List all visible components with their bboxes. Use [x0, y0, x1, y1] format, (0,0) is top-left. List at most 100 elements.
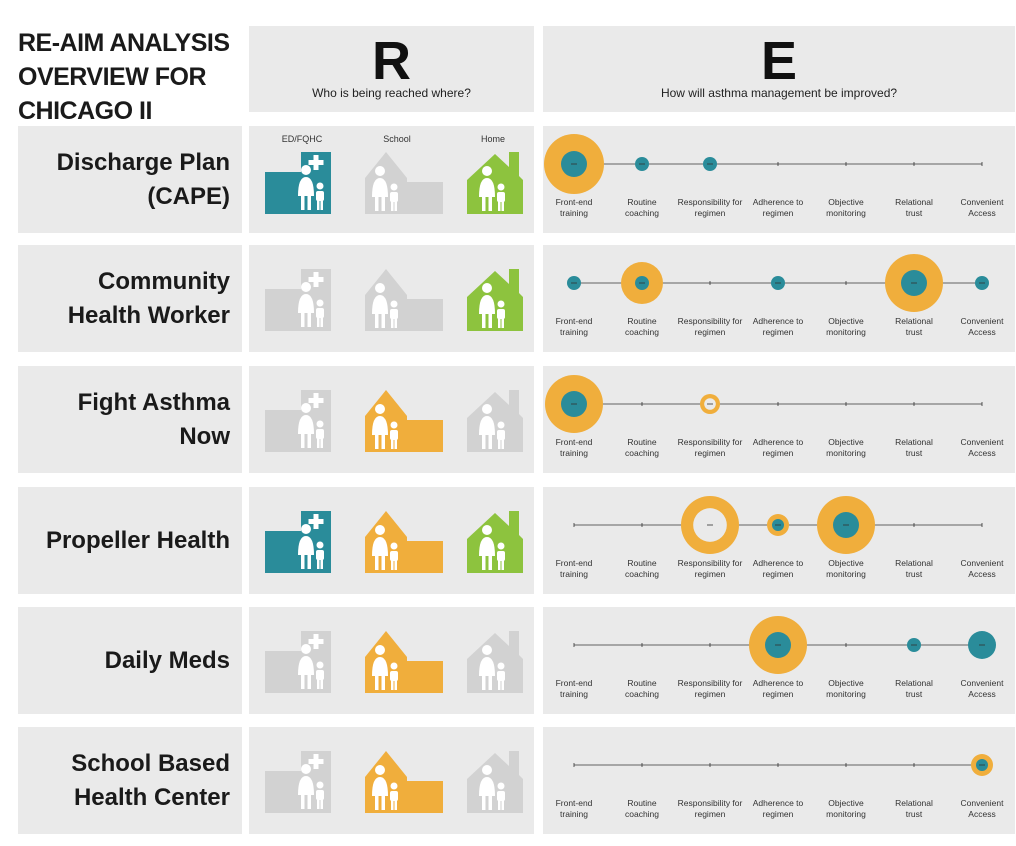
child-leg: [391, 439, 394, 449]
child-leg: [501, 560, 504, 570]
adult-leg: [375, 795, 379, 810]
adult-head: [375, 283, 385, 293]
factor-label: training: [560, 448, 588, 458]
reach-location: [465, 509, 527, 584]
adult-head: [482, 283, 492, 293]
school-icon: [365, 631, 443, 693]
factor-label: regimen: [695, 448, 726, 458]
adult-head: [375, 645, 385, 655]
child-head: [390, 662, 398, 670]
people-figures: [298, 403, 324, 448]
people-figures: [479, 166, 505, 211]
adult-body: [479, 295, 495, 314]
reach-location: [465, 629, 527, 704]
child-body: [497, 430, 505, 440]
program-label-cell: Community Health Worker: [18, 245, 242, 352]
factor-label: Routine: [627, 558, 657, 568]
factor-label: coaching: [625, 448, 659, 458]
adult-leg: [307, 312, 311, 327]
adult-head: [375, 765, 385, 775]
people-figures: [372, 166, 398, 211]
factor-label: regimen: [695, 327, 726, 337]
child-leg: [501, 439, 504, 449]
people-figures: [298, 644, 324, 689]
child-leg: [394, 680, 397, 690]
child-leg: [317, 799, 320, 809]
child-leg: [320, 559, 323, 569]
factor-label: Front-end: [556, 197, 593, 207]
reach-location: [265, 749, 335, 824]
factor-label: trust: [906, 809, 923, 819]
program-row: Propeller Health Front-end training Routine…: [0, 487, 1016, 594]
house-icon: [467, 751, 523, 813]
adult-leg: [381, 675, 385, 690]
factor-label: Objective: [828, 558, 864, 568]
factor-label: trust: [906, 689, 923, 699]
factor-label: Relational: [895, 558, 933, 568]
factor-label: trust: [906, 327, 923, 337]
reach-location: [265, 629, 335, 704]
hospital-icon: [265, 511, 331, 573]
child-body: [316, 191, 324, 201]
reach-location: [363, 150, 445, 225]
people-figures: [372, 283, 398, 328]
adult-head: [375, 166, 385, 176]
factor-label: Convenient: [960, 798, 1004, 808]
factor-label: monitoring: [826, 448, 866, 458]
effect-question: How will asthma management be improved?: [660, 86, 898, 100]
factor-label: Responsibility for: [678, 798, 743, 808]
program-name: Fight Asthma Now: [77, 388, 230, 450]
factor-label: Access: [968, 689, 995, 699]
factor-label: Access: [968, 809, 995, 819]
school-icon: [365, 390, 443, 452]
child-head: [390, 782, 398, 790]
adult-head: [482, 404, 492, 414]
factor-label: Routine: [627, 197, 657, 207]
program-row: Fight Asthma Now Front-end training Routine…: [0, 366, 1016, 473]
reach-header: R Who is being reached where?: [249, 26, 534, 112]
child-head: [316, 182, 324, 190]
program-label-cell: Fight Asthma Now: [18, 366, 242, 473]
adult-head: [482, 645, 492, 655]
adult-head: [375, 404, 385, 414]
adult-leg: [482, 795, 486, 810]
child-leg: [498, 560, 501, 570]
adult-body: [479, 416, 495, 435]
program-name: Propeller Health: [45, 526, 230, 554]
child-leg: [498, 800, 501, 810]
people-figures: [479, 765, 505, 810]
factor-label: Routine: [627, 678, 657, 688]
child-leg: [501, 680, 504, 690]
factor-label: regimen: [763, 448, 794, 458]
child-head: [390, 542, 398, 550]
child-leg: [320, 679, 323, 689]
factor-label: Front-end: [556, 558, 593, 568]
adult-leg: [307, 794, 311, 809]
school-icon: [365, 751, 443, 813]
factor-label: regimen: [695, 809, 726, 819]
adult-body: [298, 177, 314, 196]
factor-label: training: [560, 809, 588, 819]
adult-leg: [488, 434, 492, 449]
child-leg: [394, 560, 397, 570]
adult-leg: [301, 312, 305, 327]
factor-label: monitoring: [826, 208, 866, 218]
child-leg: [317, 438, 320, 448]
child-body: [316, 550, 324, 560]
factor-label: Objective: [828, 316, 864, 326]
child-leg: [320, 799, 323, 809]
program-row: School Based Health Center Front-end train…: [0, 727, 1016, 834]
adult-leg: [375, 196, 379, 211]
location-label: School: [383, 134, 411, 144]
child-head: [497, 300, 505, 308]
child-body: [316, 790, 324, 800]
factor-label: regimen: [695, 208, 726, 218]
people-figures: [298, 282, 324, 327]
adult-body: [372, 657, 388, 676]
child-body: [390, 551, 398, 561]
child-head: [497, 183, 505, 191]
adult-leg: [307, 195, 311, 210]
effect-cell: Front-end training Routine coaching Responsi…: [543, 607, 1015, 714]
